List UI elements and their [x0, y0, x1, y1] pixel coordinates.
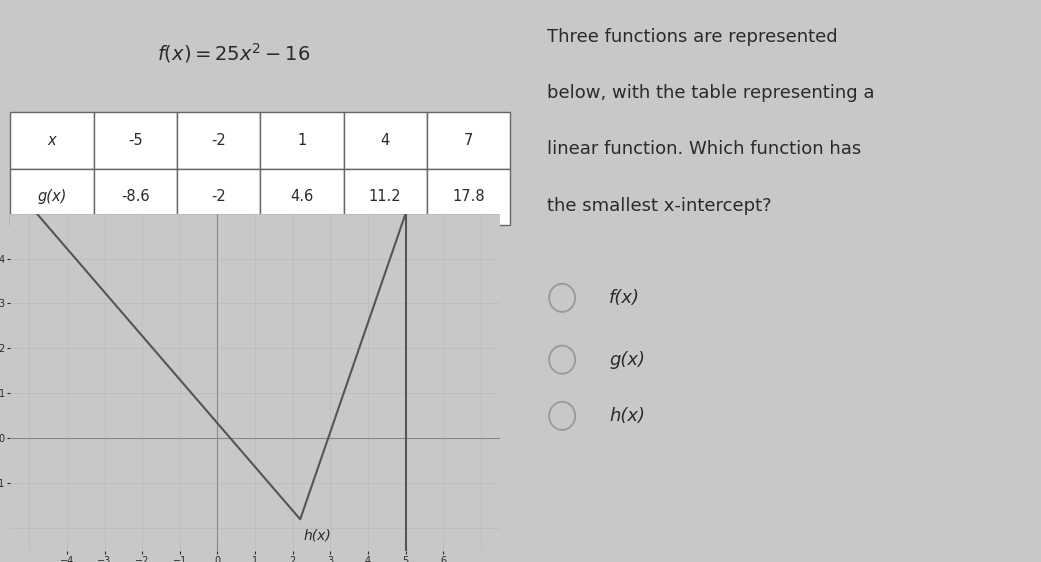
Bar [177, 169, 260, 225]
Text: f(x): f(x) [609, 289, 640, 307]
Bar [260, 169, 344, 225]
Bar [94, 169, 177, 225]
Text: $f(x) = 25x^2 - 16$: $f(x) = 25x^2 - 16$ [157, 42, 311, 66]
Bar [260, 112, 344, 169]
Bar [427, 112, 510, 169]
Text: g(x): g(x) [609, 351, 645, 369]
Text: 7: 7 [463, 133, 474, 148]
Text: -2: -2 [211, 133, 226, 148]
Bar [94, 112, 177, 169]
Text: h(x): h(x) [609, 407, 645, 425]
Bar [344, 169, 427, 225]
Text: -5: -5 [128, 133, 143, 148]
Text: linear function. Which function has: linear function. Which function has [547, 140, 861, 158]
Text: 11.2: 11.2 [369, 189, 402, 204]
Bar [177, 112, 260, 169]
Text: -2: -2 [211, 189, 226, 204]
Text: 17.8: 17.8 [452, 189, 485, 204]
Text: 4: 4 [381, 133, 389, 148]
Bar [427, 169, 510, 225]
Text: Three functions are represented: Three functions are represented [547, 28, 837, 46]
Text: x: x [48, 133, 56, 148]
Bar [10, 112, 94, 169]
Text: the smallest x-intercept?: the smallest x-intercept? [547, 197, 771, 215]
Bar [344, 112, 427, 169]
Text: h(x): h(x) [304, 528, 332, 542]
Bar [10, 169, 94, 225]
Text: -8.6: -8.6 [121, 189, 150, 204]
Text: 1: 1 [298, 133, 306, 148]
Text: 4.6: 4.6 [290, 189, 313, 204]
Text: g(x): g(x) [37, 189, 67, 204]
Text: below, with the table representing a: below, with the table representing a [547, 84, 874, 102]
